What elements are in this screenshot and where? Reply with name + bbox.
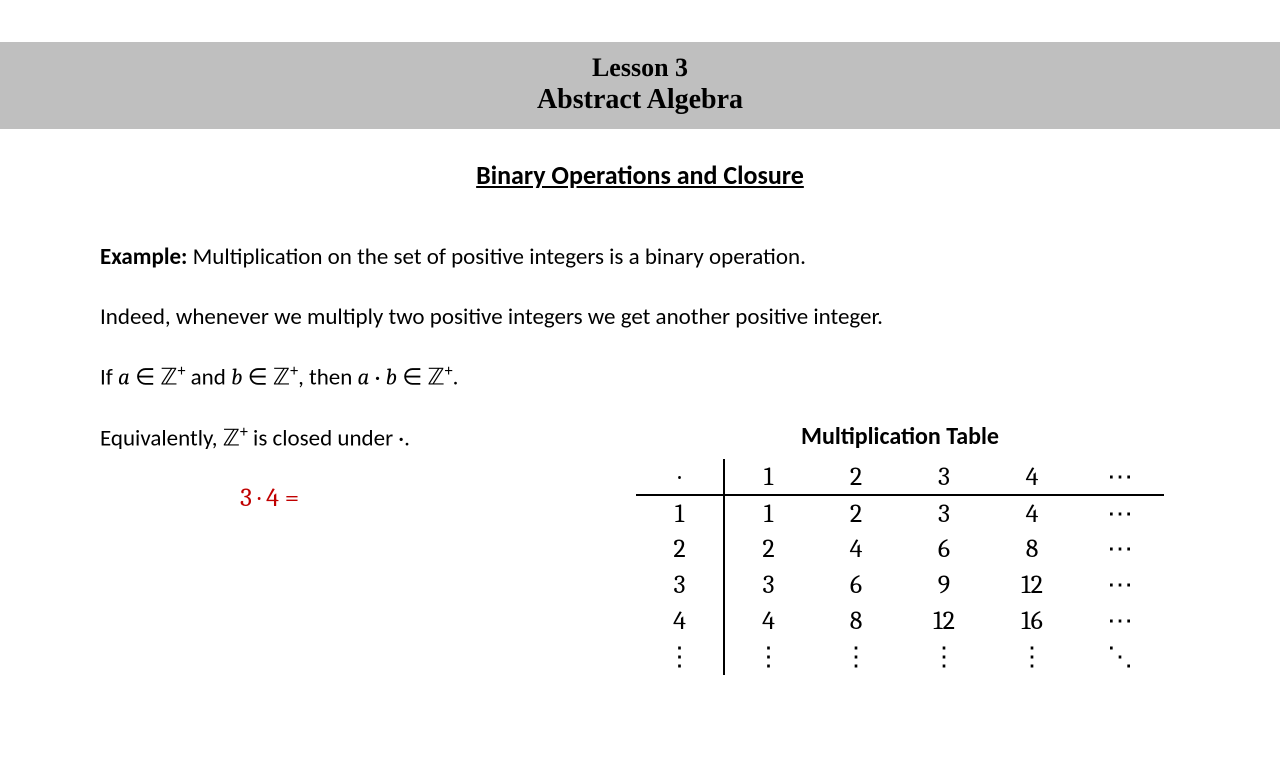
row-header: 2 [636, 531, 724, 567]
multiplication-table: · 1 2 3 4 ⋯ 1 1 2 3 4 ⋯ 2 2 [636, 459, 1164, 675]
table-row: 1 1 2 3 4 ⋯ [636, 495, 1164, 531]
cell: 4 [988, 495, 1076, 531]
cell: 3 [724, 567, 812, 603]
lesson-title: Abstract Algebra [0, 83, 1280, 117]
red-equation: 3 · 4 = [240, 483, 580, 513]
row-header: 3 [636, 567, 724, 603]
col-header: ⋯ [1076, 459, 1164, 495]
cell: ⋱ [1076, 639, 1164, 675]
row-header: 1 [636, 495, 724, 531]
table-row: ⋮ ⋮ ⋮ ⋮ ⋮ ⋱ [636, 639, 1164, 675]
col-header: 1 [724, 459, 812, 495]
cell: ⋯ [1076, 567, 1164, 603]
row-header: ⋮ [636, 639, 724, 675]
slide-content: Example: Multiplication on the set of po… [0, 241, 1280, 675]
cell: 6 [900, 531, 988, 567]
explanation-line: Indeed, whenever we multiply two positiv… [100, 301, 1180, 333]
section-title: Binary Operations and Closure [0, 159, 1280, 191]
cell: 12 [988, 567, 1076, 603]
cell: ⋮ [724, 639, 812, 675]
col-header: 4 [988, 459, 1076, 495]
cell: ⋮ [812, 639, 900, 675]
cell: ⋯ [1076, 603, 1164, 639]
example-line: Example: Multiplication on the set of po… [100, 241, 1180, 273]
closure-line: Equivalently, ℤ+ is closed under ·. [100, 422, 580, 455]
cell: 4 [724, 603, 812, 639]
example-label: Example: [100, 243, 187, 271]
cell: 8 [812, 603, 900, 639]
cell: 2 [724, 531, 812, 567]
cell: 2 [812, 495, 900, 531]
lesson-number: Lesson 3 [0, 52, 1280, 83]
table-row: 3 3 6 9 12 ⋯ [636, 567, 1164, 603]
multiplication-table-block: Multiplication Table · 1 2 3 4 ⋯ 1 1 2 3… [620, 422, 1180, 675]
table-corner: · [636, 459, 724, 495]
cell: 3 [900, 495, 988, 531]
cell: 16 [988, 603, 1076, 639]
cell: ⋮ [988, 639, 1076, 675]
cell: 8 [988, 531, 1076, 567]
row-header: 4 [636, 603, 724, 639]
cell: 1 [724, 495, 812, 531]
cell: 9 [900, 567, 988, 603]
table-row: 4 4 8 12 16 ⋯ [636, 603, 1164, 639]
col-header: 2 [812, 459, 900, 495]
cell: ⋯ [1076, 495, 1164, 531]
table-row: 2 2 4 6 8 ⋯ [636, 531, 1164, 567]
example-text: Multiplication on the set of positive in… [187, 243, 805, 271]
cell: ⋮ [900, 639, 988, 675]
lesson-header: Lesson 3 Abstract Algebra [0, 42, 1280, 129]
table-header-row: · 1 2 3 4 ⋯ [636, 459, 1164, 495]
cell: ⋯ [1076, 531, 1164, 567]
membership-line: If a ∈ ℤ+ and b ∈ ℤ+, then a · b ∈ ℤ+. [100, 361, 1180, 394]
cell: 4 [812, 531, 900, 567]
cell: 12 [900, 603, 988, 639]
table-title: Multiplication Table [620, 422, 1180, 451]
cell: 6 [812, 567, 900, 603]
col-header: 3 [900, 459, 988, 495]
